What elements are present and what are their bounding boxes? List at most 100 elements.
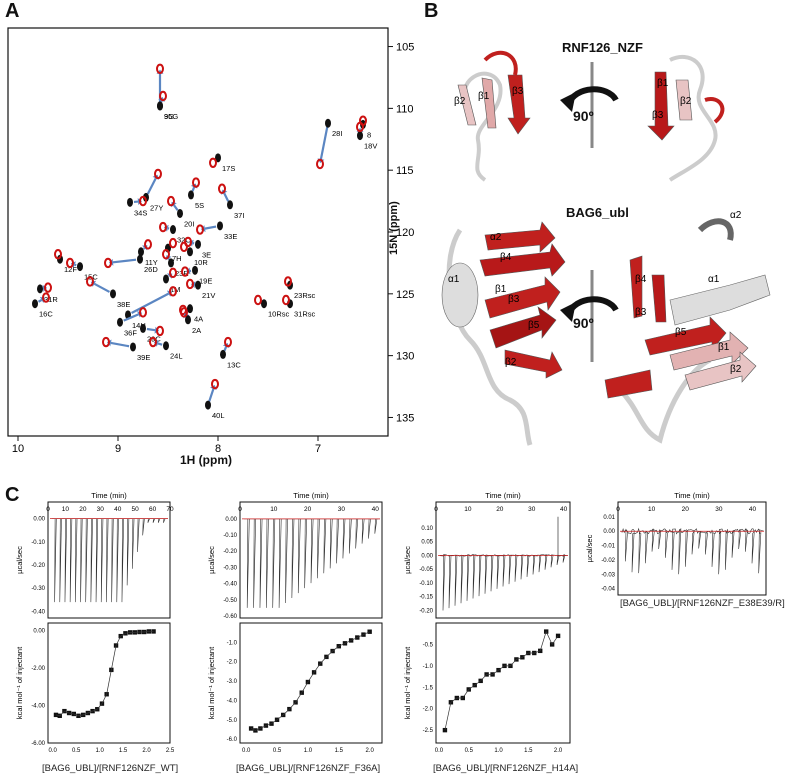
itc-1-time-tick: 30 — [338, 506, 346, 513]
peak-bound — [224, 336, 232, 348]
strand-label: β1 — [478, 91, 490, 102]
peak-label: 24L — [170, 352, 183, 361]
strand-label: β5 — [528, 320, 540, 331]
peak-label: 2A — [192, 326, 201, 335]
itc-2-isotherm-ytick: -2.5 — [423, 728, 434, 734]
peak-apo — [187, 304, 193, 314]
itc-0-time-label: Time (min) — [91, 491, 127, 500]
strand-label: β1 — [657, 78, 669, 89]
peak-label: 27Y — [150, 203, 163, 212]
itc-2-isotherm-ylabel: kcal mol⁻¹ of injectant — [403, 646, 412, 719]
peak-label: 39E — [137, 353, 150, 362]
itc-2-isotherm-xtick: 0.5 — [465, 748, 474, 754]
itc-2-isotherm-point — [555, 633, 561, 639]
peak-bound — [180, 241, 188, 253]
strand-label: β2 — [454, 96, 466, 107]
peak-bound — [104, 257, 112, 269]
itc-2-isotherm-xtick: 2.0 — [554, 748, 563, 754]
itc-0-time-tick: 40 — [114, 506, 122, 513]
peak-apo — [32, 299, 38, 309]
itc-0-isotherm-xtick: 2.5 — [166, 748, 175, 754]
shift-arrow — [223, 346, 228, 352]
itc-3-time-tick: 10 — [648, 506, 656, 513]
peak-apo — [205, 400, 211, 410]
itc-0-isotherm-fit — [55, 631, 154, 717]
peak-label: 38E — [117, 300, 130, 309]
peak-bound — [356, 121, 364, 133]
itc-1-thermogram-ytick: -0.60 — [223, 614, 237, 620]
itc-1-isotherm-ytick: -2.0 — [227, 660, 238, 666]
peak-apo — [192, 265, 198, 275]
panel-label-b: B — [424, 0, 439, 22]
peak-bound — [282, 294, 290, 306]
shift-arrow — [319, 126, 329, 160]
itc-3-thermogram-ytick: -0.02 — [601, 558, 615, 564]
peak-bound — [196, 224, 204, 235]
peak-bound — [102, 336, 110, 348]
shift-arrow — [223, 192, 230, 202]
itc-1-time-tick: 20 — [304, 506, 312, 513]
peak-bound — [254, 294, 262, 306]
shift-arrow — [204, 225, 217, 230]
itc-2-thermogram-ytick: -0.20 — [419, 608, 433, 614]
peak-label: 35G — [164, 112, 178, 121]
itc-3-time-label: Time (min) — [674, 491, 710, 500]
strand-label: β1 — [718, 342, 730, 353]
itc-3-thermogram-ytick: -0.01 — [601, 544, 615, 550]
itc-0-thermogram-ytick: -0.10 — [31, 540, 45, 546]
peak-apo — [130, 342, 136, 352]
itc-1-isotherm-ylabel: kcal mol⁻¹ of injectant — [207, 646, 216, 719]
peak-apo — [137, 254, 143, 264]
itc-0-time-tick: 70 — [166, 506, 174, 513]
peak-label: 9G — [164, 112, 174, 121]
itc-1-thermogram-ytick: -0.30 — [223, 565, 237, 571]
peak-apo — [215, 153, 221, 163]
structure-title-bag6: BAG6_ubl — [566, 205, 629, 220]
shift-arrow — [74, 263, 77, 267]
itc-0-thermogram-ytick: -0.20 — [31, 563, 45, 569]
itc-0-time-tick: 60 — [149, 506, 157, 513]
itc-1-isotherm-ytick: -4.0 — [227, 698, 238, 704]
peak-apo — [220, 349, 226, 359]
peak-label: 26D — [144, 265, 158, 274]
peak-label: 13C — [227, 360, 241, 369]
itc-3-time-tick: 40 — [749, 506, 757, 513]
strand-label: β2 — [730, 364, 742, 375]
peak-label: 5S — [195, 201, 204, 210]
hsqc-x-tick-label: 8 — [215, 443, 221, 455]
itc-3-thermogram-ylabel: µcal/sec — [585, 534, 594, 562]
hsqc-y-tick-label: 135 — [396, 412, 414, 424]
peak-apo — [195, 280, 201, 290]
peak-apo — [217, 221, 223, 231]
peak-label: 10Rsc — [268, 310, 290, 319]
strand-label: α1 — [448, 274, 460, 285]
itc-2-thermogram-ytick: -0.15 — [419, 595, 433, 601]
peak-bound — [209, 157, 217, 168]
shift-arrow — [37, 299, 43, 303]
hsqc-x-tick-label: 10 — [12, 443, 24, 455]
strand-label: α2 — [490, 232, 502, 243]
itc-2-time-tick: 30 — [528, 506, 536, 513]
peak-apo — [357, 131, 363, 141]
hsqc-y-tick-label: 105 — [396, 42, 414, 54]
itc-caption-wt: [BAG6_UBL]/[RNF126NZF_WT] — [42, 763, 179, 774]
shift-arrow — [146, 327, 156, 332]
peak-apo — [261, 299, 267, 309]
peak-label: 21V — [202, 291, 215, 300]
strand-label: β3 — [512, 86, 524, 97]
shift-arrow — [173, 204, 179, 211]
peak-bound — [149, 336, 157, 348]
itc-1-isotherm-frame — [239, 622, 383, 744]
itc-2-time-tick: 0 — [434, 506, 438, 513]
peak-label: 4A — [194, 315, 203, 324]
peak-bound — [169, 267, 177, 278]
hsqc-y-tick-label: 130 — [396, 351, 414, 363]
itc-2-isotherm-xtick: 0.0 — [435, 748, 444, 754]
peak-apo — [325, 118, 331, 128]
itc-3-time-tick: 20 — [682, 506, 690, 513]
peak-bound — [316, 158, 324, 170]
itc-1-isotherm-ytick: -3.0 — [227, 679, 238, 685]
hsqc-y-tick-label: 110 — [396, 103, 414, 115]
itc-0-isotherm-xtick: 0.0 — [49, 748, 58, 754]
itc-0-thermogram-ytick: -0.30 — [31, 586, 45, 592]
